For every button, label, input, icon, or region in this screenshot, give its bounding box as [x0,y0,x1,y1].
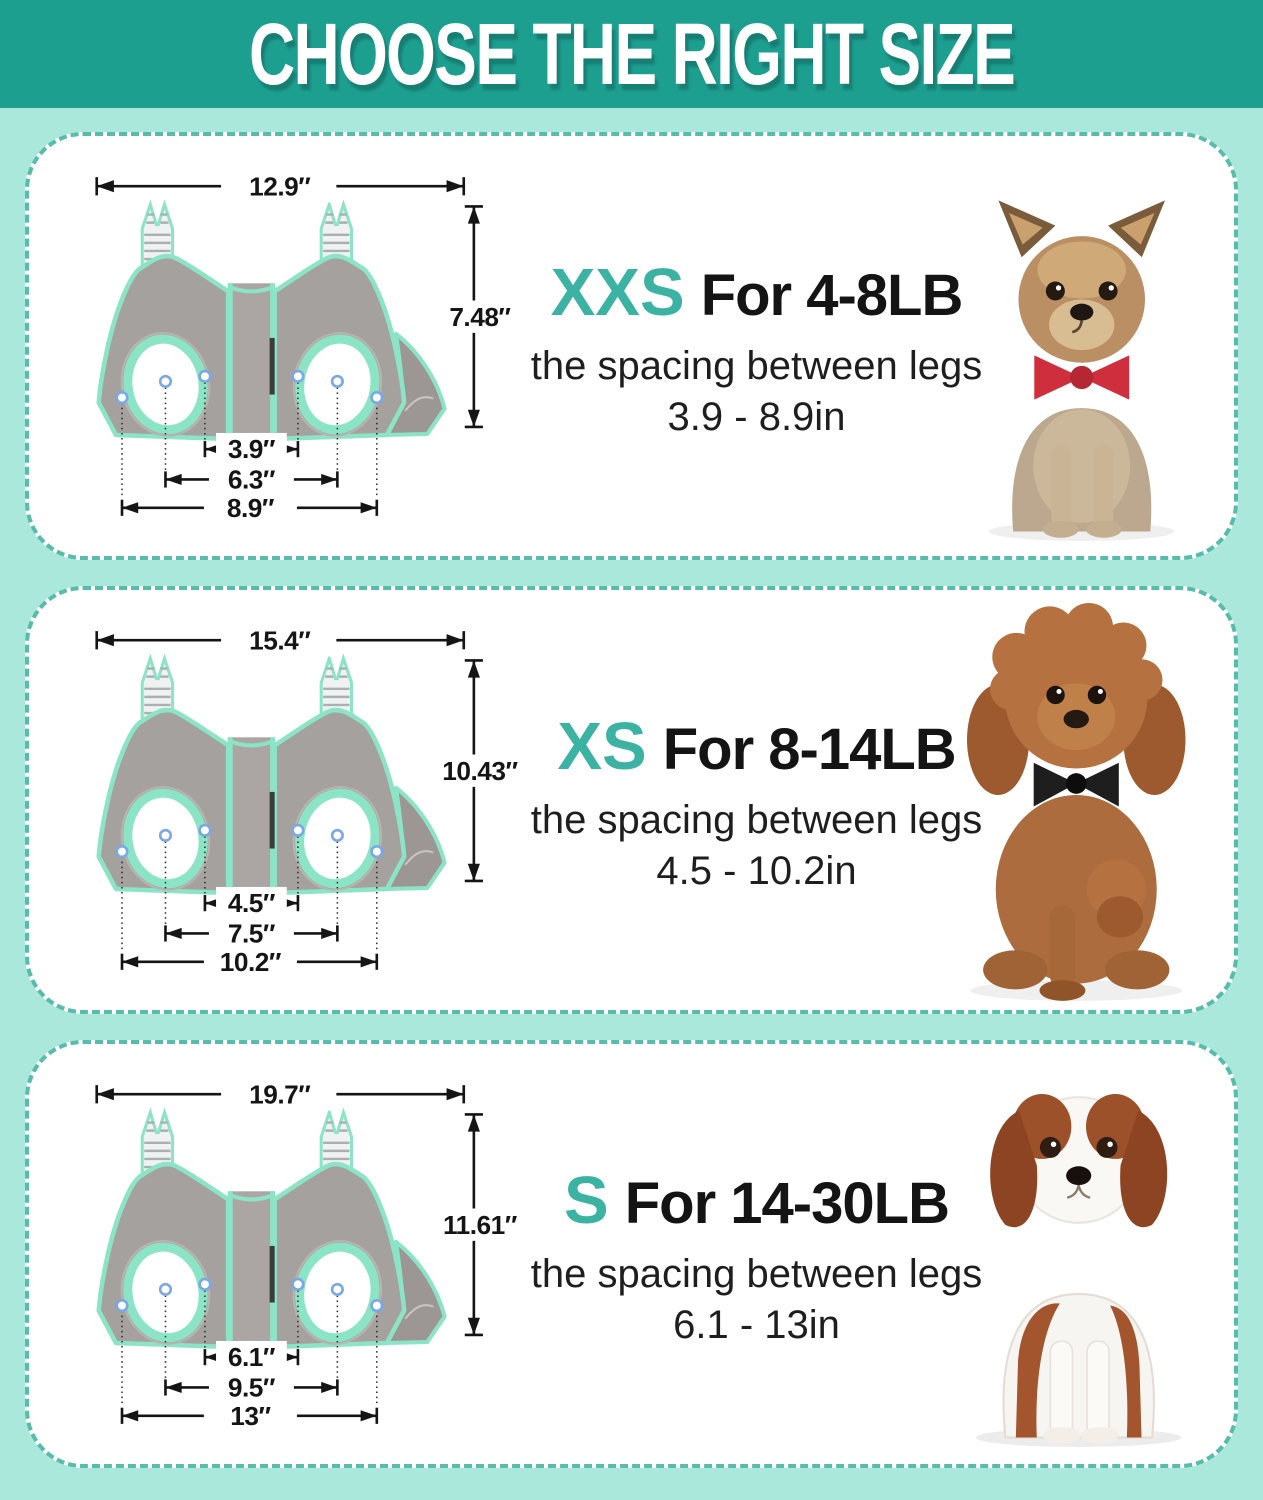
dim-outer-label: 13″ [230,1401,271,1431]
dim-middle-label: 7.5″ [228,919,276,949]
dim-height-label: 11.61″ [443,1210,518,1240]
size-info-xxs: XXS For 4-8LB the spacing between legs 3.… [519,254,994,443]
size-panel-s: 19.7″ 11.61″ 6.1″ 9.5″ 13″ S For 14-30LB … [25,1040,1238,1468]
dim-height-label: 10.43″ [442,756,518,786]
spacing-range: 6.1 - 13in [673,1303,840,1348]
size-abbr: XS [557,709,647,784]
dim-outer-label: 8.9″ [227,493,275,523]
dim-outer-label: 10.2″ [220,947,282,977]
size-panel-xxs: 12.9″ 7.48″ 3.9″ 6.3″ 8.9″ XXS For 4-8LB … [25,132,1238,560]
dog-photo-toy-poodle [966,602,1185,1001]
dim-inner-label: 4.5″ [228,888,276,918]
dim-middle-label: 9.5″ [228,1373,276,1403]
dog-photo-cavalier-king-charles-spaniel [975,1093,1181,1447]
size-weight-range: For 4-8LB [700,263,964,328]
size-info-xs: XS For 8-14LB the spacing between legs 4.… [519,708,994,897]
harness-diagram-xs: 15.4″ 10.43″ 4.5″ 7.5″ 10.2″ [61,624,529,977]
size-panels: 12.9″ 7.48″ 3.9″ 6.3″ 8.9″ XXS For 4-8LB … [0,108,1263,1468]
harness-diagram-s: 19.7″ 11.61″ 6.1″ 9.5″ 13″ [61,1078,529,1431]
spacing-caption: the spacing between legs [530,344,983,388]
size-abbr: XXS [550,255,685,330]
size-panel-xs: 15.4″ 10.43″ 4.5″ 7.5″ 10.2″ XS For 8-14L… [25,586,1238,1014]
harness-diagram-xxs: 12.9″ 7.48″ 3.9″ 6.3″ 8.9″ [61,170,529,523]
red-bow-tie [1033,355,1129,400]
size-abbr: S [564,1163,609,1238]
header-banner: CHOOSE THE RIGHT SIZE [0,0,1263,108]
dim-width-label: 12.9″ [249,171,311,201]
dim-middle-label: 6.3″ [228,465,276,495]
dim-inner-label: 6.1″ [228,1342,276,1372]
dim-width-label: 15.4″ [249,625,311,655]
spacing-caption: the spacing between legs [530,1252,983,1296]
page-title: CHOOSE THE RIGHT SIZE [248,4,1016,103]
size-weight-range: For 8-14LB [662,717,957,782]
spacing-range: 4.5 - 10.2in [656,849,857,894]
spacing-caption: the spacing between legs [530,798,983,842]
dim-width-label: 19.7″ [249,1079,311,1109]
dog-photo-yorkshire-terrier [988,200,1175,541]
dim-height-label: 7.48″ [449,302,511,332]
black-bow-tie-with-white-collar [1033,762,1119,807]
size-weight-range: For 14-30LB [624,1171,950,1236]
spacing-range: 3.9 - 8.9in [667,395,846,440]
dim-inner-label: 3.9″ [228,434,276,464]
size-info-s: S For 14-30LB the spacing between legs 6.… [519,1162,994,1351]
